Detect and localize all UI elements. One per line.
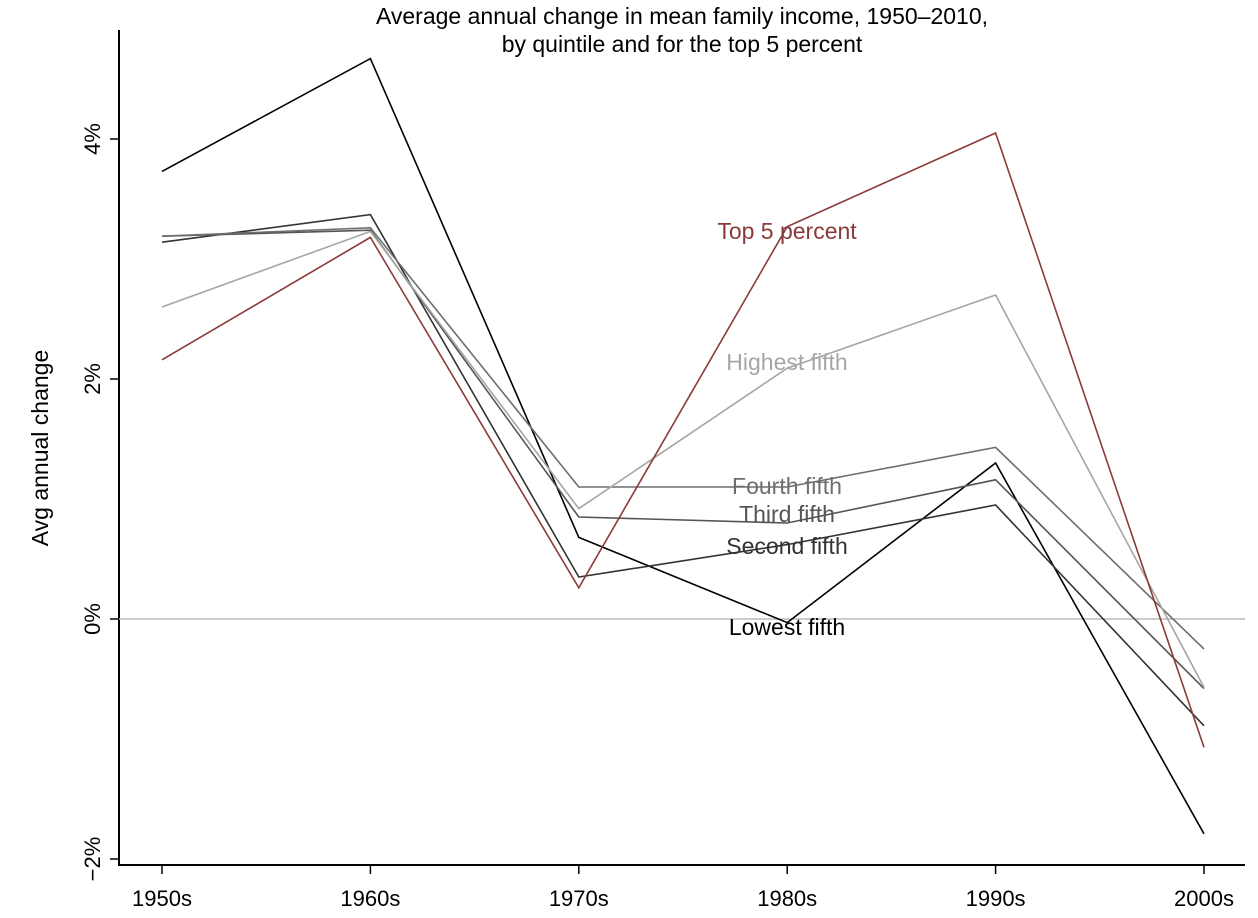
y-tick-label: 4%	[80, 123, 105, 155]
series-line-lowest-fifth	[161, 57, 1205, 835]
series-label: Lowest fifth	[729, 614, 845, 640]
series-label: Fourth fifth	[732, 473, 842, 499]
series-label: Third fifth	[739, 501, 835, 527]
x-tick-label: 1990s	[966, 886, 1026, 911]
x-tick-label: 2000s	[1174, 886, 1234, 911]
y-tick-label: 0%	[80, 603, 105, 635]
series-line-third-fifth	[161, 229, 1205, 690]
series-line-highest-fifth	[161, 230, 1205, 688]
x-tick-label: 1970s	[549, 886, 609, 911]
series-line-top-5-percent	[161, 131, 1205, 748]
y-axis-label: Avg annual change	[27, 350, 53, 547]
series-line-fourth-fifth	[161, 226, 1205, 650]
y-tick-label: −2%	[80, 837, 105, 882]
x-tick-label: 1980s	[757, 886, 817, 911]
series-line-second-fifth	[161, 213, 1205, 727]
x-tick-label: 1960s	[340, 886, 400, 911]
series-label: Second fifth	[726, 533, 847, 559]
chart-title: Average annual change in mean family inc…	[376, 3, 988, 29]
chart-subtitle: by quintile and for the top 5 percent	[502, 31, 863, 57]
series-label: Highest fifth	[726, 349, 847, 375]
series-label: Top 5 percent	[717, 218, 857, 244]
y-tick-label: 2%	[80, 363, 105, 395]
x-tick-label: 1950s	[132, 886, 192, 911]
